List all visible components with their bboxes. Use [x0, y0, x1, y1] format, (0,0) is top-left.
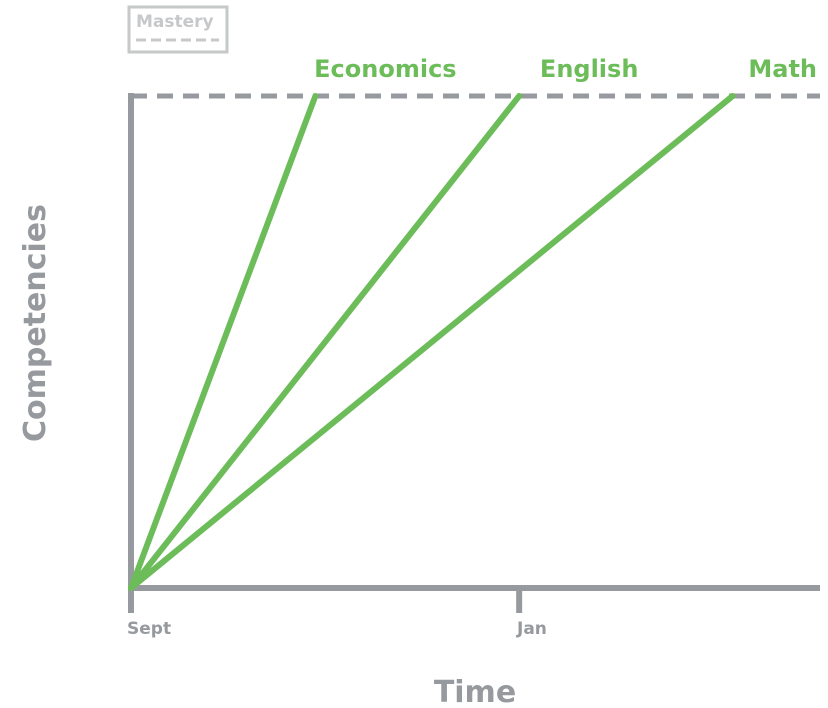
y-axis-title: Competencies	[18, 204, 53, 442]
series-label-math: Math	[748, 55, 817, 83]
x-tick-label-sept: Sept	[127, 619, 171, 639]
legend-box	[127, 5, 229, 54]
series-label-english: English	[540, 55, 638, 83]
legend: Mastery	[127, 5, 229, 54]
series-line-english	[128, 93, 523, 591]
series-line-economics	[128, 93, 319, 591]
legend-label-mastery: Mastery	[136, 12, 214, 32]
x-axis-title: Time	[434, 675, 516, 708]
x-tick-label-jan: Jan	[516, 619, 547, 639]
series-label-economics: Economics	[314, 55, 456, 83]
series-line-math	[128, 93, 736, 591]
plot-area: Economics English Math	[128, 55, 820, 613]
